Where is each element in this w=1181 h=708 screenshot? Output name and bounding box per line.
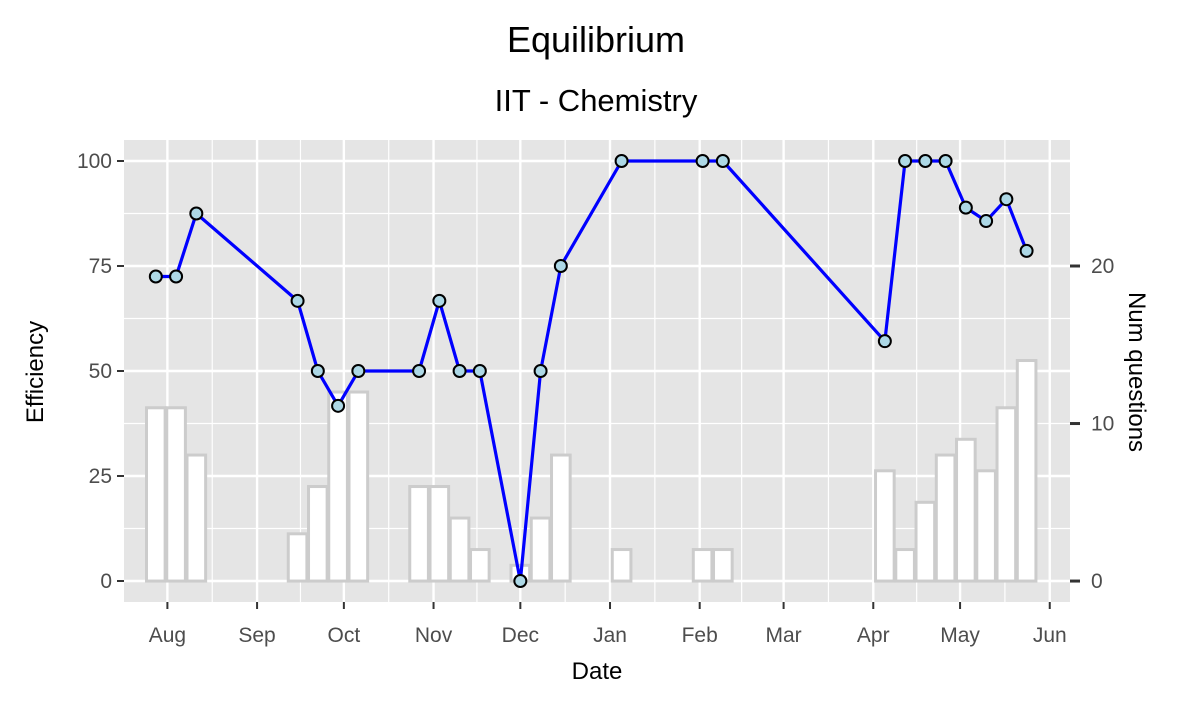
efficiency-point <box>452 364 467 378</box>
efficiency-point <box>958 200 973 215</box>
x-tick-label: Oct <box>328 624 361 647</box>
question-count-bar <box>529 516 552 583</box>
efficiency-point <box>999 192 1014 207</box>
x-axis-title: Date <box>572 658 623 685</box>
y-tick-label: 50 <box>89 360 112 383</box>
x-tick-label: Dec <box>502 624 539 647</box>
y2-tick-label: 0 <box>1091 570 1103 593</box>
efficiency-point <box>979 214 994 229</box>
y-tick-label: 75 <box>89 255 112 278</box>
x-tick-label: Nov <box>415 624 453 647</box>
efficiency-point <box>1019 243 1034 258</box>
question-count-bar <box>934 453 957 583</box>
question-count-bar <box>691 548 714 583</box>
question-count-bar <box>1015 359 1038 583</box>
efficiency-point <box>331 398 346 413</box>
question-count-bar <box>408 485 430 583</box>
x-tick-label: Jan <box>593 624 627 647</box>
efficiency-point <box>472 364 487 378</box>
question-count-bar <box>448 516 471 583</box>
efficiency-point <box>148 269 163 284</box>
question-count-bar <box>185 453 208 583</box>
efficiency-point <box>938 154 953 168</box>
y-tick-label: 100 <box>77 150 112 173</box>
question-count-bar <box>327 390 349 583</box>
efficiency-point <box>695 154 710 168</box>
question-count-bar <box>550 453 572 583</box>
efficiency-point <box>533 364 548 378</box>
x-tick-label: Apr <box>857 624 890 647</box>
efficiency-point <box>290 293 305 308</box>
efficiency-point <box>553 259 568 273</box>
x-tick-label: Sep <box>238 624 275 647</box>
efficiency-point <box>432 293 447 308</box>
question-count-bar <box>469 548 491 583</box>
chart-title: Equilibrium <box>507 19 685 60</box>
y2-axis-title: Num questions <box>1123 292 1150 452</box>
question-count-bar <box>712 548 734 583</box>
x-tick-label: Aug <box>149 624 186 647</box>
efficiency-point <box>513 574 528 588</box>
efficiency-point <box>877 334 892 349</box>
question-count-bar <box>955 437 977 583</box>
x-axis: Aug Sep Oct Nov Dec Jan Feb Mar Apr May Jun <box>149 602 1067 647</box>
question-count-bar <box>145 406 167 583</box>
efficiency-point <box>898 154 913 168</box>
question-count-bar <box>307 485 329 583</box>
x-tick-label: May <box>940 624 980 647</box>
efficiency-point <box>614 154 629 168</box>
x-tick-label: Feb <box>682 624 718 647</box>
efficiency-point <box>918 154 933 168</box>
question-count-bar <box>347 390 370 583</box>
point-series <box>148 154 1034 588</box>
y2-tick-label: 10 <box>1091 413 1114 436</box>
y-tick-label: 25 <box>89 465 112 488</box>
question-count-bar <box>428 485 451 583</box>
y2-axis: 0 10 20 <box>1070 255 1114 593</box>
bar-series <box>145 359 1038 583</box>
y-tick-label: 0 <box>100 570 112 593</box>
question-count-bar <box>874 469 896 583</box>
efficiency-point <box>169 269 184 284</box>
chart-subtitle: IIT - Chemistry <box>495 83 698 118</box>
y-axis-title: Efficiency <box>22 321 49 423</box>
efficiency-point <box>715 154 730 168</box>
efficiency-point <box>189 206 204 221</box>
x-tick-label: Mar <box>766 624 802 647</box>
y-axis: 0 25 50 75 100 <box>77 150 124 593</box>
question-count-bar <box>995 406 1018 583</box>
x-tick-label: Jun <box>1033 624 1067 647</box>
efficiency-point <box>412 364 427 378</box>
question-count-bar <box>894 548 916 583</box>
y2-tick-label: 20 <box>1091 255 1114 278</box>
efficiency-point <box>310 364 325 378</box>
question-count-bar <box>610 548 633 583</box>
question-count-bar <box>286 532 309 583</box>
question-count-bar <box>165 406 187 583</box>
question-count-bar <box>914 500 937 583</box>
question-count-bar <box>975 469 997 583</box>
efficiency-point <box>351 364 366 378</box>
